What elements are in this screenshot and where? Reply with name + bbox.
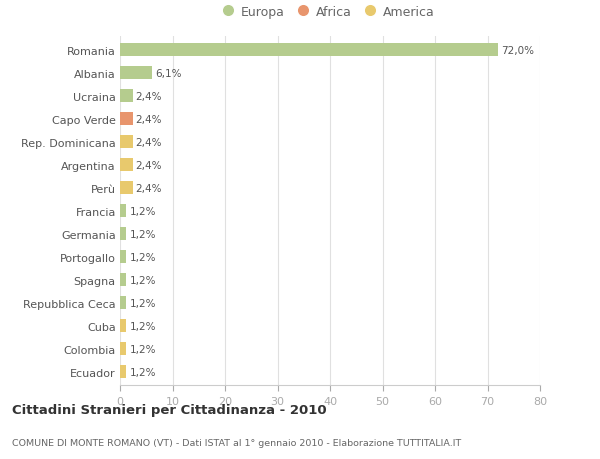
Text: 1,2%: 1,2% [130, 206, 156, 216]
Bar [120, 44, 498, 57]
Text: 72,0%: 72,0% [501, 45, 534, 56]
Legend: Europa, Africa, America: Europa, Africa, America [220, 1, 440, 24]
Bar [120, 319, 127, 332]
Text: 1,2%: 1,2% [130, 229, 156, 239]
Bar [120, 205, 127, 218]
Bar [120, 136, 133, 149]
Bar [120, 365, 127, 378]
Bar [120, 67, 152, 80]
Text: Cittadini Stranieri per Cittadinanza - 2010: Cittadini Stranieri per Cittadinanza - 2… [12, 403, 326, 416]
Text: 2,4%: 2,4% [136, 183, 162, 193]
Text: 1,2%: 1,2% [130, 321, 156, 331]
Text: 2,4%: 2,4% [136, 114, 162, 124]
Text: 1,2%: 1,2% [130, 367, 156, 377]
Bar [120, 274, 127, 286]
Bar [120, 159, 133, 172]
Text: 6,1%: 6,1% [155, 68, 182, 78]
Bar [120, 90, 133, 103]
Text: 1,2%: 1,2% [130, 275, 156, 285]
Bar [120, 342, 127, 355]
Bar [120, 182, 133, 195]
Text: 2,4%: 2,4% [136, 137, 162, 147]
Bar [120, 297, 127, 309]
Text: 1,2%: 1,2% [130, 344, 156, 354]
Text: 1,2%: 1,2% [130, 298, 156, 308]
Text: 2,4%: 2,4% [136, 91, 162, 101]
Bar [120, 251, 127, 263]
Bar [120, 228, 127, 241]
Text: 2,4%: 2,4% [136, 160, 162, 170]
Text: 1,2%: 1,2% [130, 252, 156, 262]
Text: COMUNE DI MONTE ROMANO (VT) - Dati ISTAT al 1° gennaio 2010 - Elaborazione TUTTI: COMUNE DI MONTE ROMANO (VT) - Dati ISTAT… [12, 438, 461, 447]
Bar [120, 113, 133, 126]
